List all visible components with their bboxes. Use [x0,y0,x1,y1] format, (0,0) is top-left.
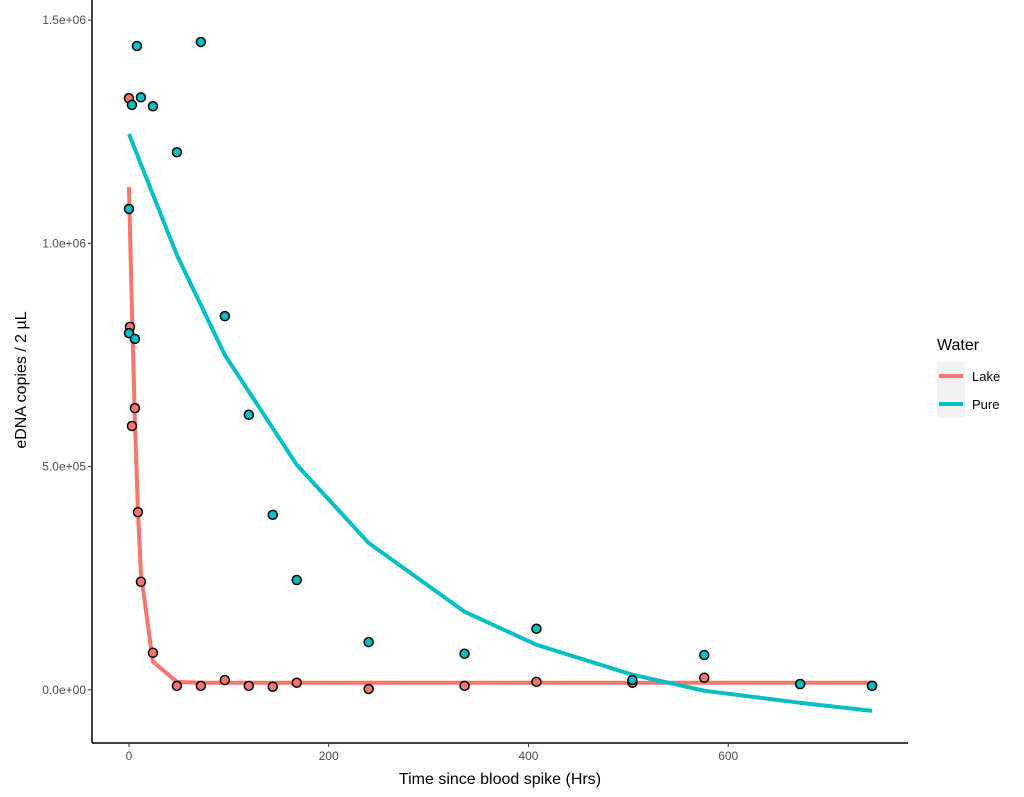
x-tick-label: 400 [518,749,538,763]
point-pure [195,36,207,48]
point-lake [147,647,159,659]
point-pure [291,574,302,586]
point-lake [129,402,141,414]
y-tick-label: 1.0e+06 [42,236,86,250]
y-tick-label: 1.5e+06 [42,13,86,27]
point-pure [267,509,279,521]
point-pure [129,333,141,345]
point-lake [698,672,710,684]
point-lake [531,676,542,688]
point-pure [794,678,806,690]
y-axis-ticks: 0.0e+00 5.0e+05 1.0e+06 1.5e+06 [42,13,92,697]
point-lake [126,420,138,432]
point-lake [291,677,302,688]
x-tick-label: 600 [718,749,738,763]
point-pure [866,680,878,692]
point-lake [459,680,470,692]
legend-title: Water [937,337,980,354]
point-lake [363,683,374,695]
x-tick-label: 200 [319,749,339,763]
y-tick-label: 0.0e+00 [42,683,86,697]
y-tick-label: 5.0e+05 [42,460,86,474]
x-axis-ticks: 0 200 400 600 [126,743,739,763]
fit-line-pure [127,133,873,713]
point-lake [243,680,255,692]
point-lake [171,680,183,692]
point-pure [171,147,183,158]
point-pure [531,623,542,634]
point-pure [123,203,135,215]
y-axis-label: eDNA copies / 2 µL [13,311,30,448]
legend-label-pure: Pure [972,397,999,412]
plot-area [123,36,878,713]
point-pure [698,649,710,661]
point-pure [363,636,374,648]
point-lake [267,681,279,692]
x-axis-label: Time since blood spike (Hrs) [399,771,601,788]
point-lake [135,576,147,588]
point-lake [132,506,144,518]
point-pure [131,40,143,52]
point-pure [147,101,159,112]
point-pure [135,92,147,103]
point-pure [459,648,470,659]
legend: Water Lake Pure [937,337,1000,418]
point-pure [243,409,255,421]
point-pure [126,99,138,111]
point-lake [219,674,231,686]
x-tick-label: 0 [126,749,133,763]
point-pure [627,674,638,686]
point-pure [219,310,231,322]
fit-line-lake [126,187,873,685]
point-lake [195,680,207,692]
legend-label-lake: Lake [972,369,1000,384]
